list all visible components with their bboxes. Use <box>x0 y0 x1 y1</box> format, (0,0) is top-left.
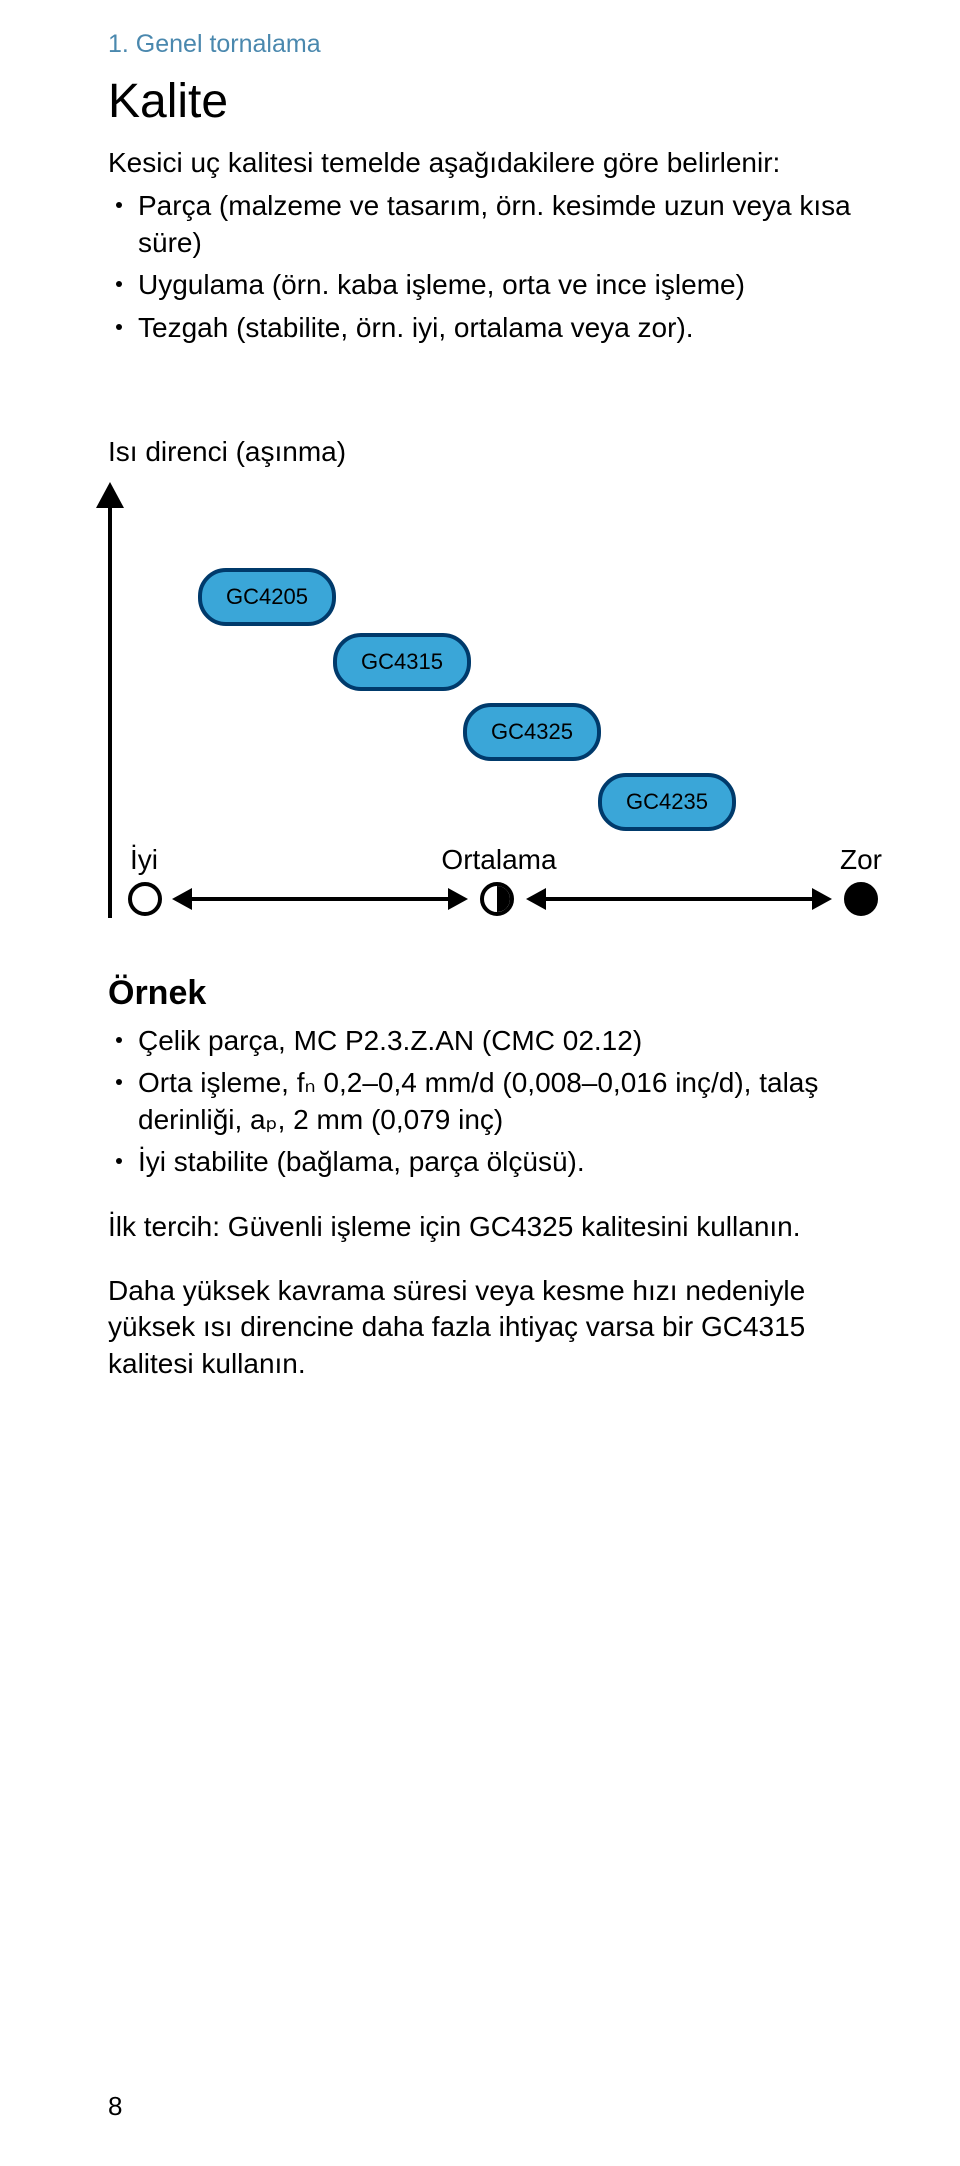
arrow-up-icon <box>96 482 124 508</box>
list-item: Çelik parça, MC P2.3.Z.AN (CMC 02.12) <box>108 1023 888 1059</box>
arrow-right-icon <box>448 888 468 910</box>
x-tick-label: Zor <box>840 844 882 876</box>
grade-node: GC4315 <box>333 633 471 691</box>
grade-chart: Isı direnci (aşınma) GC4205GC4315GC4325G… <box>108 436 888 918</box>
recommendation-secondary: Daha yüksek kavrama süresi veya kesme hı… <box>108 1273 888 1382</box>
example-heading: Örnek <box>108 974 888 1013</box>
x-tick-label: İyi <box>130 844 158 876</box>
section-label: 1. Genel tornalama <box>108 30 888 59</box>
range-arrow-line <box>190 897 450 901</box>
condition-marker-icon <box>128 882 162 916</box>
recommendation-primary: İlk tercih: Güvenli işleme için GC4325 k… <box>108 1209 888 1245</box>
document-page: 1. Genel tornalama Kalite Kesici uç kali… <box>0 0 960 2166</box>
criteria-list: Parça (malzeme ve tasarım, örn. kesimde … <box>108 188 888 346</box>
list-item: İyi stabilite (bağlama, parça ölçüsü). <box>108 1144 888 1180</box>
condition-marker-icon <box>844 882 878 916</box>
condition-marker-icon <box>480 882 514 916</box>
chart-area: GC4205 GC4315 GC4325 GC4235 İyi Ortalama Zo… <box>108 488 888 918</box>
marker-row <box>108 882 888 918</box>
x-tick-label: Ortalama <box>441 844 556 876</box>
arrow-left-icon <box>526 888 546 910</box>
grade-node: GC4325 <box>463 703 601 761</box>
range-arrow-line <box>544 897 814 901</box>
arrow-right-icon <box>812 888 832 910</box>
list-item: Orta işleme, fₙ 0,2–0,4 mm/d (0,008–0,01… <box>108 1065 888 1138</box>
arrow-left-icon <box>172 888 192 910</box>
grade-node: GC4205 <box>198 568 336 626</box>
example-list: Çelik parça, MC P2.3.Z.AN (CMC 02.12) Or… <box>108 1023 888 1181</box>
page-number: 8 <box>108 2091 122 2122</box>
page-title: Kalite <box>108 77 888 127</box>
grade-node: GC4235 <box>598 773 736 831</box>
y-axis-label: Isı direnci (aşınma) <box>108 436 888 468</box>
intro-text: Kesici uç kalitesi temelde aşağıdakilere… <box>108 145 888 180</box>
x-axis-labels: İyi Ortalama Zor <box>108 844 888 876</box>
list-item: Uygulama (örn. kaba işleme, orta ve ince… <box>108 267 888 303</box>
list-item: Tezgah (stabilite, örn. iyi, ortalama ve… <box>108 310 888 346</box>
list-item: Parça (malzeme ve tasarım, örn. kesimde … <box>108 188 888 261</box>
